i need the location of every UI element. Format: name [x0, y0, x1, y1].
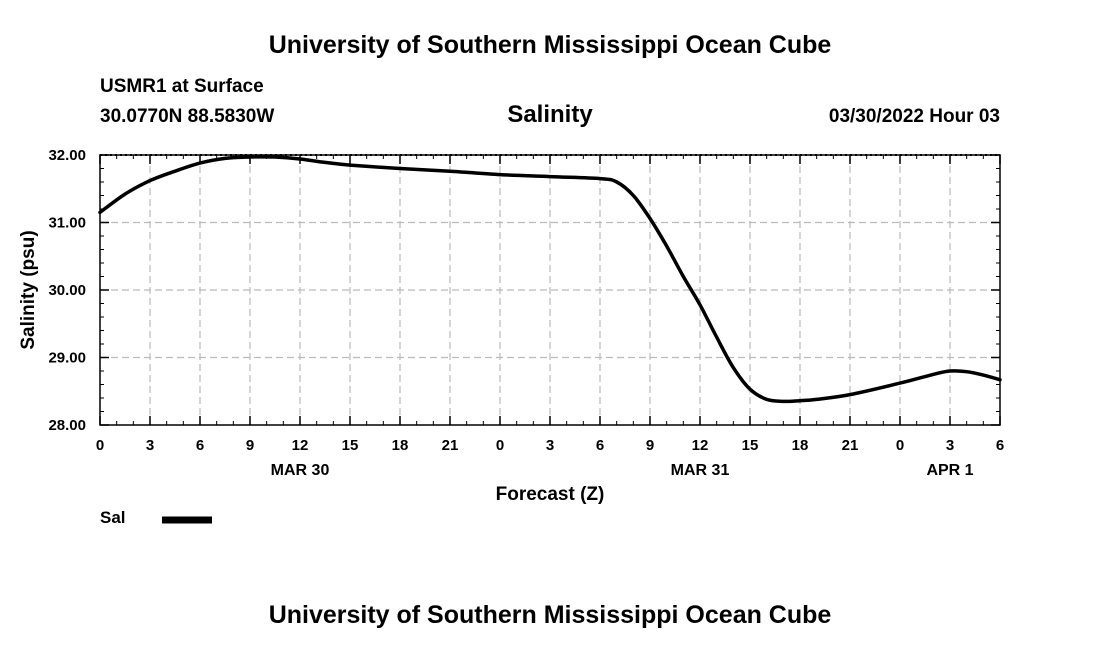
x-tick-label: 6 — [996, 437, 1004, 454]
station-label: USMR1 at Surface — [100, 76, 264, 97]
y-tick-label: 28.00 — [48, 417, 86, 434]
salinity-series-line — [98, 155, 1002, 404]
x-tick-label: 21 — [842, 437, 859, 454]
y-tick-label: 29.00 — [48, 350, 86, 367]
x-tick-label: 18 — [792, 437, 809, 454]
x-tick-label: 15 — [342, 437, 359, 454]
x-tick-label: 9 — [646, 437, 654, 454]
y-tick-label: 31.00 — [48, 215, 86, 232]
x-tick-label: 12 — [292, 437, 309, 454]
y-tick-label: 30.00 — [48, 282, 86, 299]
forecast-datetime: 03/30/2022 Hour 03 — [828, 106, 1000, 127]
label-layer: 0 3 6 9 12 15 18 21 0 3 6 9 12 15 18 21 0 3 6 MAR 30 MAR 31 A… — [48, 147, 1004, 479]
x-axis-label: Forecast (Z) — [496, 484, 605, 505]
page-title: University of Southern Mississippi Ocean… — [268, 31, 832, 59]
x-tick-label: 0 — [496, 437, 504, 454]
legend-label: Sal — [100, 508, 126, 527]
x-tick-label: 6 — [196, 437, 204, 454]
grid-layer — [100, 155, 1000, 425]
x-day-label: APR 1 — [926, 462, 973, 479]
x-tick-label: 21 — [442, 437, 459, 454]
chart-title: Salinity — [507, 101, 593, 128]
footer-title: University of Southern Mississippi Ocean… — [268, 601, 832, 629]
x-day-label: MAR 31 — [671, 462, 730, 479]
x-tick-label: 6 — [596, 437, 604, 454]
x-tick-label: 9 — [246, 437, 254, 454]
x-tick-label: 0 — [96, 437, 104, 454]
y-tick-label: 32.00 — [48, 147, 86, 164]
x-tick-label: 15 — [742, 437, 759, 454]
x-tick-label: 3 — [946, 437, 954, 454]
x-tick-label: 18 — [392, 437, 409, 454]
x-tick-label: 12 — [692, 437, 709, 454]
x-tick-label: 3 — [546, 437, 554, 454]
x-tick-label: 3 — [146, 437, 154, 454]
y-axis-label: Salinity (psu) — [18, 230, 39, 349]
x-day-label: MAR 30 — [271, 462, 330, 479]
station-coordinates: 30.0770N 88.5830W — [100, 106, 275, 127]
x-tick-label: 0 — [896, 437, 904, 454]
